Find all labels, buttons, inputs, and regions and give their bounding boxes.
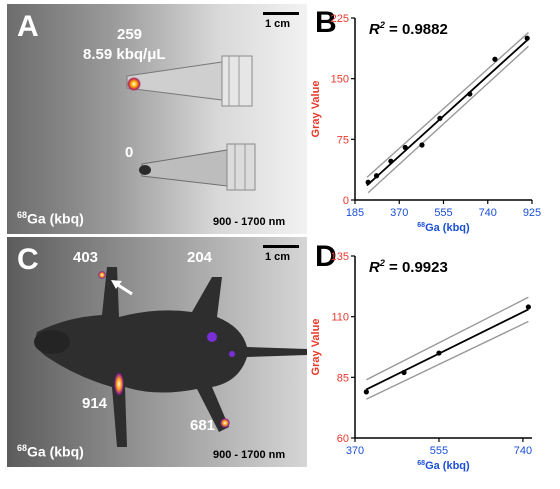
scale-bar-label: 1 cm (265, 18, 291, 30)
panel-letter-b: B (315, 6, 337, 39)
data-point (525, 304, 531, 310)
x-tick-label: 555 (430, 445, 448, 457)
x-tick-label: 370 (390, 207, 408, 219)
panel-letter-d: D (315, 240, 337, 273)
panel-letter-a: A (17, 10, 39, 43)
isotope-label: 68Ga (kbq) (17, 210, 84, 227)
scale-bar (263, 12, 299, 15)
data-point (402, 144, 408, 151)
data-point (524, 35, 530, 41)
wavelength-label: 900 - 1700 nm (213, 216, 286, 228)
isotope-label: 68Ga (kbq) (17, 443, 84, 460)
data-point (365, 179, 371, 185)
ci-upper-line (366, 32, 529, 178)
data-point (467, 91, 473, 97)
hotspot-small-2 (229, 351, 235, 357)
x-axis-label: 68Ga (kbq) (417, 460, 470, 472)
fit-line (366, 38, 530, 187)
panel-c-image: C 403 204 914 681 68Ga (kbq) 1 cm 900 - … (7, 237, 307, 467)
x-tick-label: 555 (434, 207, 452, 219)
tube-bottom-value: 0 (125, 144, 134, 161)
hotspot-403 (98, 271, 106, 279)
label-403: 403 (73, 249, 99, 266)
data-point (401, 369, 407, 376)
tube-top-concentration: 8.59 kbq/μL (83, 46, 166, 63)
fit-line (365, 308, 529, 391)
wavelength-label: 900 - 1700 nm (213, 449, 286, 461)
data-point (419, 142, 425, 148)
y-tick-label: 60 (337, 433, 349, 445)
chart-b: 0 75 150 225 185 370 555 740 925 Gray Value 68Ga (… (310, 13, 541, 234)
y-tick-label: 85 (337, 372, 349, 384)
data-point (388, 158, 394, 164)
label-204: 204 (187, 249, 213, 266)
x-tick-label: 370 (346, 445, 364, 457)
hotspot-small-1 (207, 332, 217, 342)
signal-hotspot (127, 77, 141, 91)
r-squared-label: R2 = 0.9882 (369, 20, 448, 38)
x-tick-label: 740 (514, 445, 532, 457)
ci-upper-line (366, 296, 529, 381)
label-681: 681 (190, 417, 216, 434)
label-914: 914 (82, 395, 108, 412)
panel-a-image: A 259 8.59 kbq/μL 0 68Ga (kbq) 1 cm 900 … (7, 4, 307, 234)
y-tick-label: 150 (331, 74, 349, 86)
chart-d: 60 85 110 135 370 555 740 Gray Value 68Ga (kbq) R… (310, 251, 532, 472)
tube-image (7, 4, 307, 234)
x-tick-label: 925 (523, 207, 541, 219)
tube-top-value: 259 (117, 26, 143, 43)
data-point (437, 115, 443, 121)
data-point (436, 350, 442, 356)
y-tick-label: 225 (331, 13, 349, 25)
hotspot-681 (220, 418, 230, 428)
y-axis-label: Gray Value (310, 81, 322, 138)
panel-letter-c: C (17, 243, 39, 276)
r-squared-label: R2 = 0.9923 (369, 258, 448, 276)
x-axis-label: 68Ga (kbq) (417, 222, 470, 234)
y-axis-label: Gray Value (310, 319, 322, 376)
y-tick-label: 0 (343, 195, 349, 207)
ci-lower-line (367, 45, 529, 194)
data-point (373, 173, 380, 179)
ci-lower-line (366, 320, 529, 400)
y-tick-label: 135 (331, 251, 349, 263)
x-tick-label: 740 (479, 207, 497, 219)
hotspot-914 (114, 372, 124, 396)
mouse-image (7, 237, 307, 467)
data-point (492, 56, 498, 62)
y-tick-label: 110 (331, 312, 349, 324)
x-tick-label: 185 (346, 207, 364, 219)
scale-bar (263, 245, 299, 248)
data-point (363, 389, 369, 395)
y-tick-label: 75 (337, 134, 349, 146)
scale-bar-label: 1 cm (265, 251, 291, 263)
